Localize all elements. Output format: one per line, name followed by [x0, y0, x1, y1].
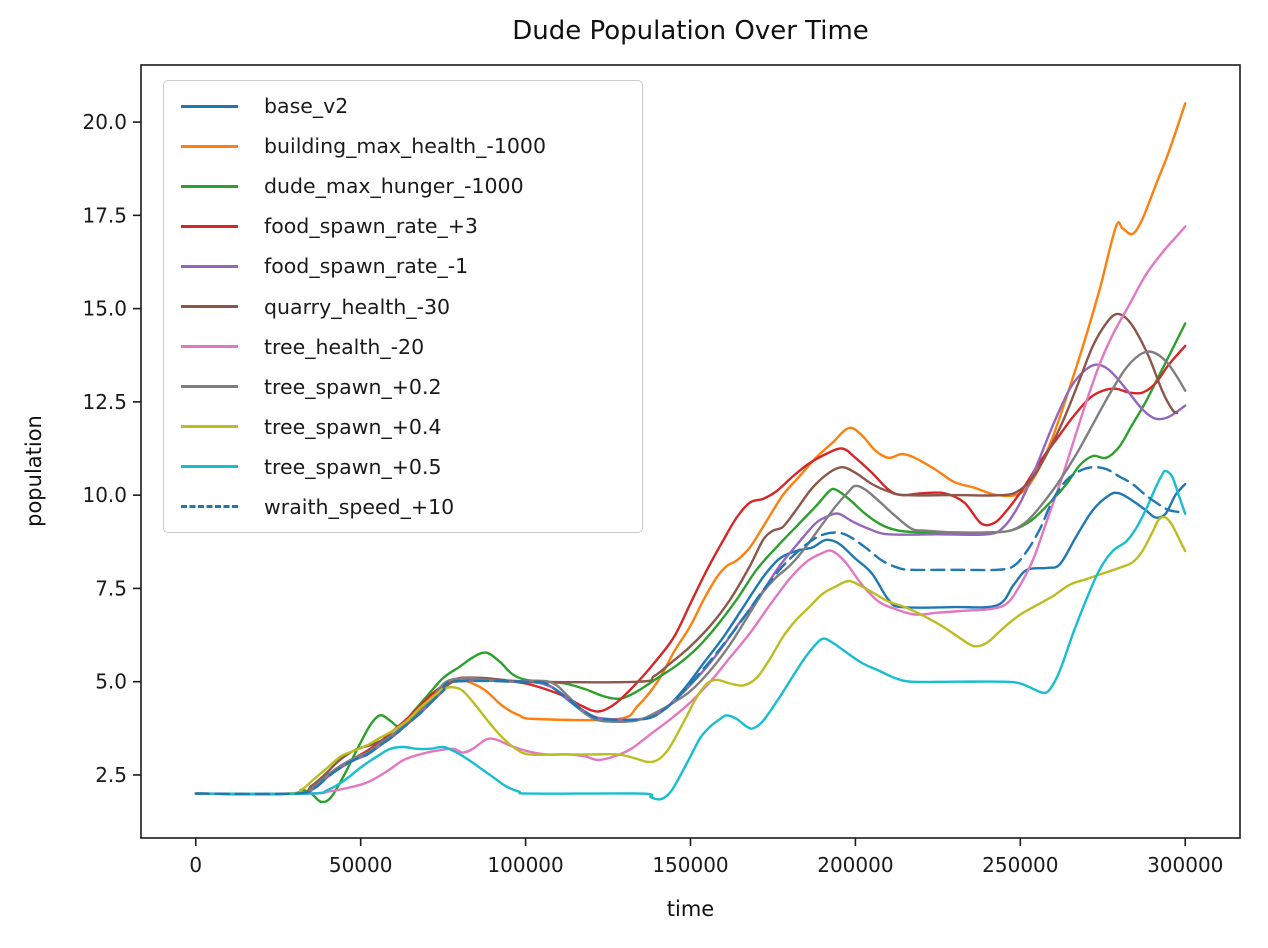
legend-label: tree_health_-20 — [264, 334, 425, 359]
legend-item-building_max_health_-1000: building_max_health_-1000 — [174, 126, 632, 166]
legend-swatch-tree_health_-20 — [181, 345, 238, 349]
legend-swatch-wraith_speed_+10 — [181, 505, 238, 509]
legend-swatch-building_max_health_-1000 — [181, 144, 238, 148]
x-tick-label: 100000 — [487, 853, 563, 877]
series-line-tree_spawn_+0.2 — [194, 350, 1187, 796]
plot-border — [140, 64, 1241, 839]
x-tick-label: 200000 — [817, 853, 893, 877]
legend-item-tree_spawn_+0.4: tree_spawn_+0.4 — [174, 407, 632, 447]
legend-item-tree_spawn_+0.2: tree_spawn_+0.2 — [174, 367, 632, 407]
series-line-tree_spawn_+0.5 — [194, 469, 1187, 801]
y-tick-label: 10.0 — [82, 483, 127, 507]
legend-item-food_spawn_rate_+3: food_spawn_rate_+3 — [174, 206, 632, 246]
legend-item-tree_spawn_+0.5: tree_spawn_+0.5 — [174, 447, 632, 487]
legend-label: tree_spawn_+0.4 — [264, 414, 442, 439]
x-tick-label: 300000 — [1147, 853, 1223, 877]
legend-label: base_v2 — [264, 94, 349, 119]
y-tick-label: 7.5 — [95, 576, 127, 600]
legend-swatch-quarry_health_-30 — [181, 305, 238, 309]
legend-label: tree_spawn_+0.5 — [264, 454, 442, 479]
chart-title: Dude Population Over Time — [512, 16, 869, 46]
legend-swatch-food_spawn_rate_+3 — [181, 224, 238, 228]
y-tick-label: 20.0 — [82, 110, 127, 134]
y-tick-label: 2.5 — [95, 763, 127, 787]
series-line-dude_max_hunger_-1000 — [194, 322, 1187, 804]
legend-swatch-dude_max_hunger_-1000 — [181, 184, 238, 188]
legend-label: dude_max_hunger_-1000 — [264, 174, 524, 199]
legend-swatch-tree_spawn_+0.5 — [181, 465, 238, 469]
x-tick-label: 50000 — [329, 853, 393, 877]
y-tick-label: 15.0 — [82, 297, 127, 321]
legend-item-dude_max_hunger_-1000: dude_max_hunger_-1000 — [174, 166, 632, 206]
legend-item-base_v2: base_v2 — [174, 86, 632, 126]
x-tick-label: 0 — [189, 853, 202, 877]
legend-label: quarry_health_-30 — [264, 294, 451, 319]
series-line-tree_spawn_+0.4 — [194, 515, 1187, 796]
legend-swatch-food_spawn_rate_-1 — [181, 264, 238, 268]
legend-item-wraith_speed_+10: wraith_speed_+10 — [174, 487, 632, 527]
legend-label: food_spawn_rate_+3 — [264, 214, 478, 239]
x-tick-label: 250000 — [982, 853, 1058, 877]
legend: base_v2 building_max_health_-1000 dude_max… — [163, 80, 643, 533]
series-line-wraith_speed_+10 — [194, 465, 1187, 796]
series-line-food_spawn_rate_-1 — [194, 363, 1187, 796]
legend-swatch-tree_spawn_+0.4 — [181, 425, 238, 429]
y-tick-label: 12.5 — [82, 390, 127, 414]
legend-label: food_spawn_rate_-1 — [264, 254, 469, 279]
legend-label: building_max_health_-1000 — [264, 134, 546, 159]
legend-item-food_spawn_rate_-1: food_spawn_rate_-1 — [174, 246, 632, 286]
legend-swatch-base_v2 — [181, 104, 238, 108]
legend-item-tree_health_-20: tree_health_-20 — [174, 327, 632, 367]
legend-swatch-tree_spawn_+0.2 — [181, 385, 238, 389]
y-tick-label: 17.5 — [82, 203, 127, 227]
y-tick-label: 5.0 — [95, 670, 127, 694]
legend-item-quarry_health_-30: quarry_health_-30 — [174, 286, 632, 326]
legend-label: wraith_speed_+10 — [264, 494, 455, 519]
legend-label: tree_spawn_+0.2 — [264, 374, 442, 399]
y-axis-label: population — [22, 415, 46, 527]
x-tick-label: 150000 — [652, 853, 728, 877]
x-axis-label: time — [666, 897, 715, 921]
